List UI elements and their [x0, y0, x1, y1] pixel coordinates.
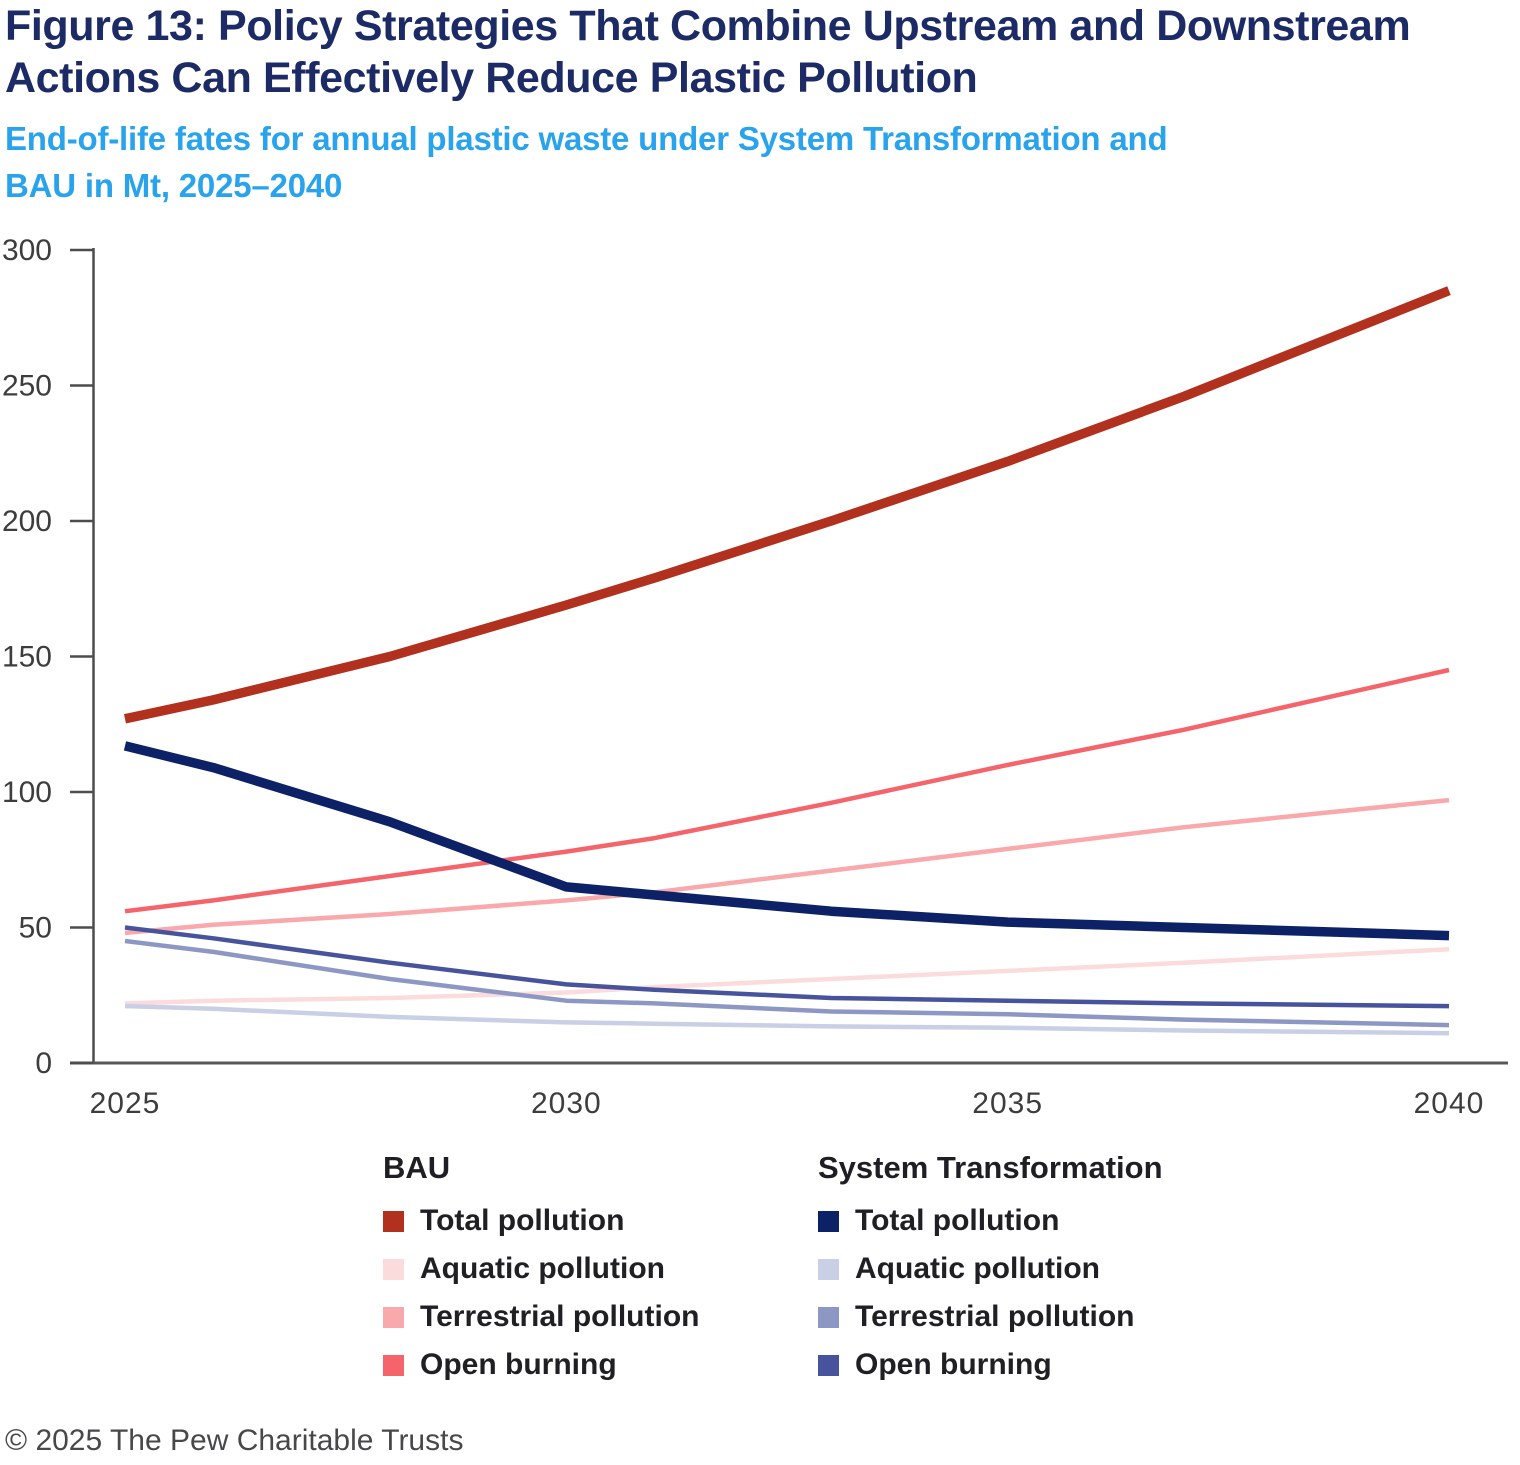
- figure-subtitle: End-of-life fates for annual plastic was…: [5, 115, 1505, 209]
- y-tick-label: 250: [2, 370, 52, 403]
- figure-subtitle-line1: End-of-life fates for annual plastic was…: [5, 120, 1168, 157]
- figure-title-line2: Actions Can Effectively Reduce Plastic P…: [5, 54, 978, 102]
- legend-label: Total pollution: [855, 1204, 1060, 1237]
- x-tick-label: 2030: [531, 1087, 602, 1120]
- series-line-bau-total-pollution: [124, 286, 1451, 724]
- series-line-bau-terrestrial-pollution: [124, 797, 1450, 936]
- x-tick-label: 2040: [1414, 1087, 1485, 1120]
- y-tick-label: 300: [2, 234, 52, 267]
- legend-column-bau: BAU Total pollution Aquatic pollution Te…: [383, 1150, 818, 1402]
- legend-header-system-transformation: System Transformation: [818, 1150, 1163, 1185]
- figure-title: Figure 13: Policy Strategies That Combin…: [5, 0, 1505, 104]
- legend-header-bau: BAU: [383, 1150, 451, 1185]
- bau-total-pollution-swatch: [383, 1210, 404, 1232]
- legend-label: Aquatic pollution: [855, 1252, 1100, 1285]
- bau-open-burning-swatch: [383, 1354, 404, 1376]
- y-tick-label: 100: [2, 776, 52, 809]
- legend-label: Aquatic pollution: [420, 1252, 665, 1285]
- legend-item: Terrestrial pollution: [383, 1300, 818, 1333]
- copyright-text: © 2025 The Pew Charitable Trusts: [5, 1424, 464, 1457]
- st-open-burning-swatch: [818, 1354, 839, 1376]
- x-tick-label: 2035: [972, 1087, 1043, 1120]
- x-tick-label: 2025: [90, 1087, 161, 1120]
- title-block: Figure 13: Policy Strategies That Combin…: [5, 0, 1505, 209]
- series-line-bau-aquatic-pollution: [124, 946, 1450, 1006]
- y-tick-label: 150: [2, 641, 52, 674]
- series-line-system-transformation-terrestrial-pollution: [124, 938, 1450, 1028]
- legend-item: Terrestrial pollution: [818, 1300, 1253, 1333]
- series-line-bau-open-burning: [124, 667, 1450, 914]
- chart-legend: BAU Total pollution Aquatic pollution Te…: [383, 1150, 1253, 1402]
- bau-aquatic-pollution-swatch: [383, 1258, 404, 1280]
- legend-item: Open burning: [383, 1348, 818, 1381]
- bau-terrestrial-pollution-swatch: [383, 1306, 404, 1328]
- y-tick-label: 0: [35, 1047, 52, 1080]
- series-line-system-transformation-open-burning: [124, 925, 1450, 1009]
- st-total-pollution-swatch: [818, 1210, 839, 1232]
- figure-title-line1: Figure 13: Policy Strategies That Combin…: [5, 2, 1411, 50]
- series-line-system-transformation-aquatic-pollution: [124, 1003, 1450, 1036]
- legend-item: Open burning: [818, 1348, 1253, 1381]
- legend-item: Aquatic pollution: [383, 1252, 818, 1285]
- legend-label: Open burning: [855, 1348, 1052, 1381]
- series-line-system-transformation-total-pollution: [123, 741, 1450, 941]
- legend-label: Total pollution: [420, 1204, 625, 1237]
- legend-label: Terrestrial pollution: [855, 1300, 1135, 1333]
- legend-item: Aquatic pollution: [818, 1252, 1253, 1285]
- figure-subtitle-line2: BAU in Mt, 2025–2040: [5, 167, 343, 204]
- st-aquatic-pollution-swatch: [818, 1258, 839, 1280]
- legend-item: Total pollution: [818, 1204, 1253, 1237]
- y-tick-label: 50: [19, 912, 52, 945]
- legend-label: Open burning: [420, 1348, 617, 1381]
- st-terrestrial-pollution-swatch: [818, 1306, 839, 1328]
- legend-item: Total pollution: [383, 1204, 818, 1237]
- legend-label: Terrestrial pollution: [420, 1300, 700, 1333]
- legend-column-system-transformation: System Transformation Total pollution Aq…: [818, 1150, 1253, 1402]
- y-tick-label: 200: [2, 505, 52, 538]
